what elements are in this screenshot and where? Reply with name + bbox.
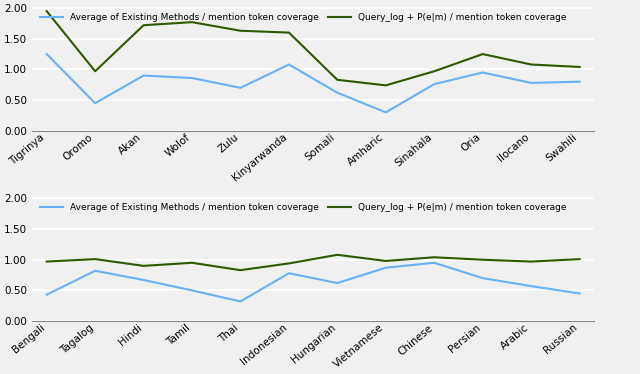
Average of Existing Methods / mention token coverage	[333, 281, 341, 285]
Query_log + P(e|m) / mention token coverage	[237, 28, 244, 33]
Query_log + P(e|m) / mention token coverage	[92, 257, 99, 261]
Query_log + P(e|m) / mention token coverage	[188, 20, 196, 24]
Average of Existing Methods / mention token coverage	[527, 284, 535, 288]
Query_log + P(e|m) / mention token coverage	[333, 252, 341, 257]
Query_log + P(e|m) / mention token coverage	[140, 264, 147, 268]
Average of Existing Methods / mention token coverage	[237, 299, 244, 304]
Legend: Average of Existing Methods / mention token coverage, Query_log + P(e|m) / menti: Average of Existing Methods / mention to…	[36, 9, 570, 26]
Query_log + P(e|m) / mention token coverage	[188, 261, 196, 265]
Average of Existing Methods / mention token coverage	[479, 276, 486, 280]
Average of Existing Methods / mention token coverage	[285, 62, 292, 67]
Query_log + P(e|m) / mention token coverage	[479, 52, 486, 56]
Query_log + P(e|m) / mention token coverage	[576, 65, 584, 69]
Legend: Average of Existing Methods / mention token coverage, Query_log + P(e|m) / menti: Average of Existing Methods / mention to…	[36, 200, 570, 216]
Query_log + P(e|m) / mention token coverage	[140, 23, 147, 27]
Average of Existing Methods / mention token coverage	[576, 291, 584, 296]
Average of Existing Methods / mention token coverage	[92, 269, 99, 273]
Line: Query_log + P(e|m) / mention token coverage: Query_log + P(e|m) / mention token cover…	[47, 11, 580, 85]
Average of Existing Methods / mention token coverage	[188, 76, 196, 80]
Average of Existing Methods / mention token coverage	[382, 110, 390, 114]
Average of Existing Methods / mention token coverage	[285, 271, 292, 276]
Query_log + P(e|m) / mention token coverage	[237, 268, 244, 272]
Average of Existing Methods / mention token coverage	[43, 52, 51, 56]
Query_log + P(e|m) / mention token coverage	[431, 255, 438, 260]
Query_log + P(e|m) / mention token coverage	[43, 9, 51, 13]
Line: Average of Existing Methods / mention token coverage: Average of Existing Methods / mention to…	[47, 263, 580, 301]
Average of Existing Methods / mention token coverage	[140, 73, 147, 78]
Average of Existing Methods / mention token coverage	[333, 91, 341, 95]
Average of Existing Methods / mention token coverage	[382, 266, 390, 270]
Query_log + P(e|m) / mention token coverage	[527, 259, 535, 264]
Average of Existing Methods / mention token coverage	[527, 81, 535, 85]
Line: Average of Existing Methods / mention token coverage: Average of Existing Methods / mention to…	[47, 54, 580, 112]
Query_log + P(e|m) / mention token coverage	[333, 77, 341, 82]
Average of Existing Methods / mention token coverage	[237, 86, 244, 90]
Query_log + P(e|m) / mention token coverage	[43, 259, 51, 264]
Query_log + P(e|m) / mention token coverage	[527, 62, 535, 67]
Average of Existing Methods / mention token coverage	[479, 70, 486, 75]
Average of Existing Methods / mention token coverage	[92, 101, 99, 105]
Average of Existing Methods / mention token coverage	[576, 79, 584, 84]
Query_log + P(e|m) / mention token coverage	[92, 69, 99, 74]
Query_log + P(e|m) / mention token coverage	[382, 259, 390, 263]
Query_log + P(e|m) / mention token coverage	[431, 69, 438, 74]
Query_log + P(e|m) / mention token coverage	[576, 257, 584, 261]
Average of Existing Methods / mention token coverage	[140, 278, 147, 282]
Query_log + P(e|m) / mention token coverage	[479, 257, 486, 262]
Query_log + P(e|m) / mention token coverage	[285, 30, 292, 35]
Average of Existing Methods / mention token coverage	[43, 292, 51, 297]
Line: Query_log + P(e|m) / mention token coverage: Query_log + P(e|m) / mention token cover…	[47, 255, 580, 270]
Average of Existing Methods / mention token coverage	[188, 288, 196, 292]
Query_log + P(e|m) / mention token coverage	[382, 83, 390, 88]
Average of Existing Methods / mention token coverage	[431, 82, 438, 86]
Query_log + P(e|m) / mention token coverage	[285, 261, 292, 266]
Average of Existing Methods / mention token coverage	[431, 261, 438, 265]
